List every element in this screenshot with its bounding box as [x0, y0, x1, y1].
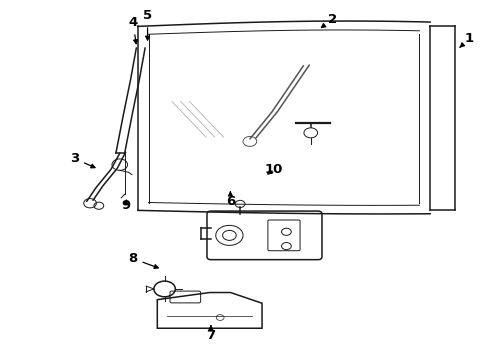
Text: 10: 10: [265, 163, 283, 176]
Text: 3: 3: [70, 152, 95, 168]
Text: 7: 7: [206, 326, 216, 342]
Text: 2: 2: [321, 13, 337, 27]
Text: 8: 8: [128, 252, 158, 268]
Text: 9: 9: [121, 198, 130, 212]
Text: 6: 6: [226, 192, 235, 208]
Text: 5: 5: [143, 9, 152, 40]
Text: 4: 4: [128, 16, 138, 44]
Text: 1: 1: [460, 32, 474, 48]
